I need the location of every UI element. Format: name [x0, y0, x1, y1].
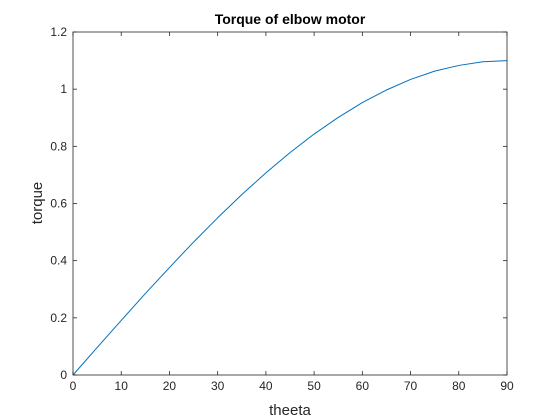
- series-line-0: [72, 60, 508, 376]
- x-tick-label: 20: [163, 379, 177, 393]
- x-tick-label: 60: [356, 379, 370, 393]
- y-tick-label: 0.4: [50, 254, 67, 268]
- x-axis-ticks: 0 10 20 30 40 50 60 70 80 90: [70, 32, 514, 393]
- x-tick-label: 90: [500, 379, 514, 393]
- x-tick-label: 50: [307, 379, 321, 393]
- y-tick-label: 1: [60, 82, 67, 96]
- y-axis-ticks: 0 0.2 0.4 0.6 0.8 1 1.2: [50, 25, 507, 382]
- x-tick-label: 80: [452, 379, 466, 393]
- plot-area: [73, 32, 507, 375]
- chart-title: Torque of elbow motor: [215, 11, 366, 27]
- y-axis-label: torque: [29, 182, 46, 225]
- y-tick-label: 0.2: [50, 311, 67, 325]
- series-layer: [72, 60, 508, 376]
- x-axis-label: theeta: [269, 402, 311, 419]
- y-tick-label: 0.8: [50, 139, 67, 153]
- y-tick-label: 1.2: [50, 25, 67, 39]
- x-tick-label: 10: [115, 379, 129, 393]
- x-tick-label: 70: [404, 379, 418, 393]
- plot-frame: [72, 31, 508, 376]
- y-tick-label: 0.6: [50, 197, 67, 211]
- x-tick-label: 0: [70, 379, 77, 393]
- x-tick-label: 40: [259, 379, 273, 393]
- y-tick-label: 0: [60, 368, 67, 382]
- x-tick-label: 30: [211, 379, 225, 393]
